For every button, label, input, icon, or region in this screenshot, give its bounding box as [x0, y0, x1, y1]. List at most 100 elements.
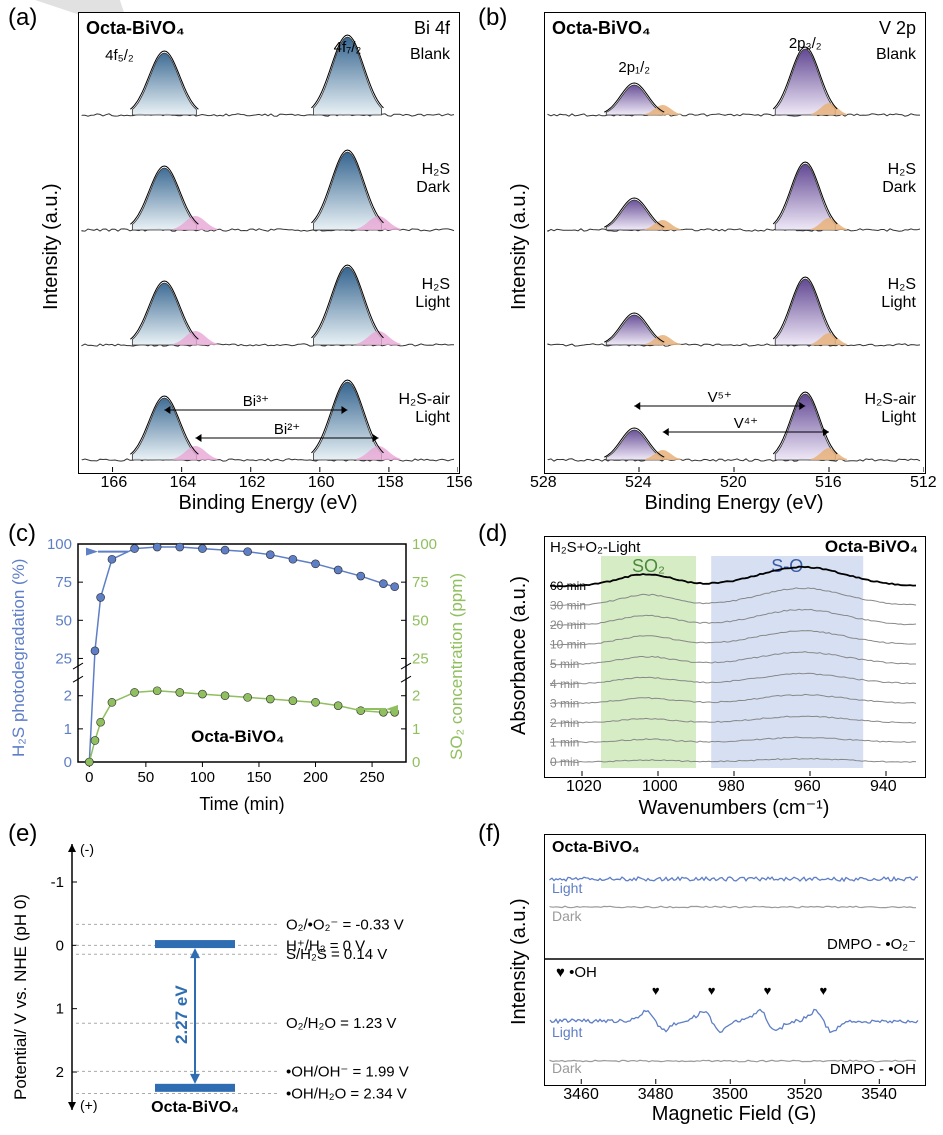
panel-b-svg: BlankH₂SDarkH₂SLightH₂S-airLightOcta-BiV… — [544, 12, 924, 472]
svg-text:0: 0 — [64, 754, 72, 771]
panel-f-xtick: 3540 — [861, 1086, 897, 1104]
svg-text:25: 25 — [412, 650, 429, 667]
panel-b-xtick: 524 — [625, 474, 652, 492]
svg-text:DMPO - •OH: DMPO - •OH — [830, 1061, 916, 1078]
svg-text:Octa-BiVO₄: Octa-BiVO₄ — [552, 839, 640, 856]
svg-text:100: 100 — [47, 536, 72, 553]
panel-a-xtick: 166 — [101, 474, 128, 492]
panel-f-xlabel: Magnetic Field (G) — [544, 1103, 924, 1126]
svg-text:2: 2 — [56, 1064, 64, 1081]
panel-a-ylabel: Intensity (a.u.) — [40, 183, 63, 310]
panel-c-svg: 012255075100012255075100050100150200250H… — [0, 520, 470, 820]
svg-text:Time (min): Time (min) — [199, 794, 284, 814]
svg-text:♥: ♥ — [820, 983, 828, 998]
svg-text:2: 2 — [64, 688, 72, 705]
svg-text:♥: ♥ — [708, 983, 716, 998]
panel-b-ylabel: Intensity (a.u.) — [508, 183, 531, 310]
svg-text:Octa-BiVO₄: Octa-BiVO₄ — [552, 18, 651, 38]
svg-text:DMPO - •O₂⁻: DMPO - •O₂⁻ — [827, 936, 916, 953]
panel-b-xtick: 516 — [815, 474, 842, 492]
panel-d: (d) SO₂S-O60 min30 min20 min10 min5 min4… — [472, 520, 942, 820]
svg-text:2 min: 2 min — [550, 716, 579, 730]
svg-text:0: 0 — [56, 937, 64, 954]
svg-text:H₂S-air: H₂S-air — [864, 391, 916, 408]
svg-text:Potential/ V vs. NHE (pH 0): Potential/ V vs. NHE (pH 0) — [11, 894, 30, 1100]
svg-text:SO₂ concentration (ppm): SO₂ concentration (ppm) — [447, 573, 466, 760]
svg-text:Bi 4f: Bi 4f — [414, 18, 451, 38]
svg-text:3 min: 3 min — [550, 696, 579, 710]
svg-text:H₂S: H₂S — [888, 276, 916, 293]
svg-text:(+): (+) — [80, 1097, 98, 1113]
panel-a-xtick: 158 — [377, 474, 404, 492]
svg-text:50: 50 — [55, 612, 72, 629]
svg-text:20 min: 20 min — [550, 618, 586, 632]
panel-a-xlabel: Binding Energy (eV) — [78, 492, 458, 515]
svg-text:Dark: Dark — [882, 179, 917, 196]
panel-d-xtick: 940 — [870, 778, 897, 796]
panel-a-xtick: 160 — [308, 474, 335, 492]
svg-text:10 min: 10 min — [550, 638, 586, 652]
svg-text:♥: ♥ — [764, 983, 772, 998]
svg-text:H₂S: H₂S — [888, 161, 916, 178]
svg-text:0: 0 — [85, 769, 93, 786]
svg-text:H₂S-air: H₂S-air — [398, 391, 450, 408]
svg-text:30 min: 30 min — [550, 599, 586, 613]
svg-text:Bi³⁺: Bi³⁺ — [243, 393, 269, 410]
panel-a-xtick: 162 — [239, 474, 266, 492]
panel-f-svg: LightDarkDMPO - •O₂⁻Octa-BiVO₄LightDarkD… — [544, 834, 924, 1084]
svg-text:(-): (-) — [80, 841, 94, 857]
panel-a: (a) BlankH₂SDarkH₂SLightH₂S-airLightOcta… — [0, 0, 470, 520]
svg-text:Blank: Blank — [410, 46, 451, 63]
panel-d-xtick: 1020 — [566, 778, 602, 796]
svg-text:Light: Light — [415, 409, 450, 426]
panel-b-label: (b) — [478, 4, 507, 32]
svg-text:5 min: 5 min — [550, 657, 579, 671]
svg-text:60 min: 60 min — [550, 579, 586, 593]
svg-text:•OH/OH⁻ = 1.99 V: •OH/OH⁻ = 1.99 V — [286, 1063, 409, 1080]
svg-text:Octa-BiVO₄: Octa-BiVO₄ — [825, 537, 918, 556]
svg-text:100: 100 — [190, 769, 215, 786]
svg-text:Octa-BiVO₄: Octa-BiVO₄ — [151, 1099, 239, 1116]
panel-b-xtick: 512 — [910, 474, 937, 492]
panel-d-ylabel: Absorbance (a.u.) — [508, 576, 531, 735]
svg-text:•OH/H₂O = 2.34 V: •OH/H₂O = 2.34 V — [286, 1086, 407, 1103]
svg-text:Dark: Dark — [552, 1060, 583, 1076]
svg-text:0 min: 0 min — [550, 755, 579, 769]
svg-text:O₂/•O₂⁻ = -0.33 V: O₂/•O₂⁻ = -0.33 V — [286, 916, 404, 933]
panel-f-xtick: 3500 — [712, 1086, 748, 1104]
svg-text:150: 150 — [246, 769, 271, 786]
svg-text:0: 0 — [412, 754, 420, 771]
panel-a-label: (a) — [8, 4, 37, 32]
svg-text:25: 25 — [55, 650, 72, 667]
svg-text:SO₂: SO₂ — [632, 556, 665, 576]
svg-text:H₂S+O₂-Light: H₂S+O₂-Light — [550, 539, 641, 556]
svg-text:S/H₂S = 0.14 V: S/H₂S = 0.14 V — [286, 946, 387, 963]
panel-f-xtick: 3480 — [638, 1086, 674, 1104]
svg-text:1: 1 — [56, 1001, 64, 1018]
svg-text:2p₃/₂: 2p₃/₂ — [789, 35, 822, 52]
panel-f-ylabel: Intensity (a.u.) — [508, 898, 531, 1025]
svg-text:V⁴⁺: V⁴⁺ — [734, 415, 758, 432]
svg-text:2p₁/₂: 2p₁/₂ — [618, 59, 650, 76]
svg-text:200: 200 — [303, 769, 328, 786]
panel-d-xlabel: Wavenumbers (cm⁻¹) — [544, 795, 924, 820]
svg-text:4f₇/₂: 4f₇/₂ — [334, 39, 362, 56]
panel-a-xtick: 164 — [170, 474, 197, 492]
svg-text:H₂S photodegradation (%): H₂S photodegradation (%) — [9, 559, 28, 757]
figure-root: (a) BlankH₂SDarkH₂SLightH₂S-airLightOcta… — [0, 0, 943, 1135]
svg-text:Octa-BiVO₄: Octa-BiVO₄ — [86, 18, 185, 38]
svg-text:4 min: 4 min — [550, 677, 579, 691]
panel-f-xtick: 3520 — [787, 1086, 823, 1104]
panel-f: (f) LightDarkDMPO - •O₂⁻Octa-BiVO₄LightD… — [472, 820, 942, 1130]
svg-text:1 min: 1 min — [550, 735, 579, 749]
svg-text:H₂S: H₂S — [422, 276, 450, 293]
svg-text:♥ •OH: ♥ •OH — [556, 964, 597, 981]
svg-text:Light: Light — [415, 294, 450, 311]
panel-f-xtick: 3460 — [563, 1086, 599, 1104]
svg-text:Blank: Blank — [876, 46, 917, 63]
panel-d-svg: SO₂S-O60 min30 min20 min10 min5 min4 min… — [544, 536, 924, 776]
svg-text:Bi²⁺: Bi²⁺ — [274, 421, 300, 438]
svg-text:100: 100 — [412, 536, 437, 553]
svg-text:Light: Light — [552, 880, 582, 896]
svg-text:50: 50 — [138, 769, 155, 786]
